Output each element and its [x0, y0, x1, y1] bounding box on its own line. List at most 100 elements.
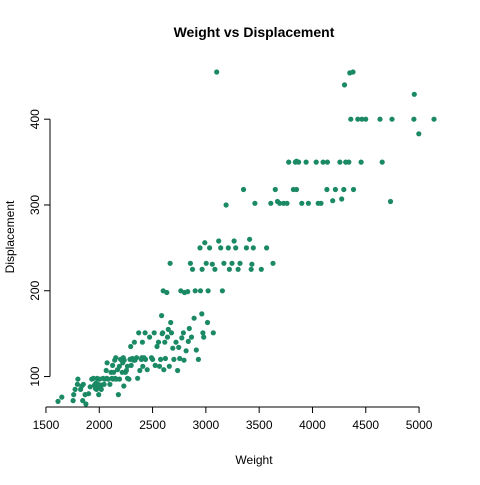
data-point	[324, 186, 330, 193]
data-point	[72, 386, 78, 392]
data-point	[155, 339, 162, 345]
data-point	[116, 376, 123, 382]
data-point	[346, 159, 352, 165]
data-point	[199, 311, 205, 317]
data-point	[150, 356, 156, 362]
data-point	[203, 260, 209, 266]
x-tick-label: 2500	[139, 418, 166, 432]
data-point	[210, 330, 216, 336]
data-point	[416, 131, 422, 137]
data-point	[225, 245, 231, 251]
x-tick-label: 5000	[406, 418, 433, 432]
data-point	[134, 355, 140, 361]
data-point	[181, 357, 187, 363]
data-point	[158, 356, 164, 362]
data-point	[161, 367, 167, 373]
data-point	[164, 289, 170, 296]
data-point	[235, 266, 241, 272]
data-point	[286, 159, 292, 165]
data-point	[170, 345, 176, 351]
data-point	[175, 367, 181, 374]
data-point	[110, 362, 116, 368]
data-point	[305, 200, 311, 206]
data-point	[188, 334, 195, 340]
data-point	[128, 362, 134, 368]
data-point	[379, 159, 385, 165]
data-point	[96, 392, 102, 398]
data-point	[209, 261, 215, 267]
data-point	[313, 159, 319, 165]
data-point	[200, 330, 206, 336]
data-point	[80, 381, 86, 387]
data-point	[199, 266, 205, 272]
y-tick-label: 200	[28, 280, 42, 300]
data-point	[195, 356, 201, 362]
data-point	[144, 367, 150, 373]
data-point	[264, 245, 270, 251]
data-point	[258, 266, 264, 272]
y-tick-label: 100	[28, 366, 42, 386]
data-point	[348, 116, 354, 122]
data-point	[337, 159, 343, 165]
data-point	[123, 367, 129, 374]
data-point	[159, 313, 165, 319]
data-point	[293, 186, 300, 193]
data-point	[202, 240, 208, 246]
data-point	[252, 200, 258, 206]
data-point	[243, 245, 249, 251]
data-point	[71, 392, 77, 398]
data-point	[80, 398, 86, 404]
data-point	[160, 330, 166, 336]
x-tick-label: 4000	[299, 418, 326, 432]
data-point	[59, 394, 65, 400]
data-point	[193, 347, 199, 353]
data-point	[135, 375, 141, 381]
data-point	[87, 384, 93, 390]
data-point	[214, 69, 220, 75]
data-point	[186, 325, 192, 332]
data-point	[218, 245, 224, 251]
data-point	[221, 260, 227, 266]
data-point	[86, 391, 92, 397]
data-points	[55, 69, 437, 407]
data-point	[229, 260, 235, 266]
data-point	[303, 159, 309, 165]
data-point	[268, 200, 274, 206]
data-point	[187, 260, 193, 266]
data-point	[164, 334, 171, 340]
x-tick-label: 4500	[352, 418, 379, 432]
data-point	[341, 82, 348, 88]
data-point	[320, 159, 326, 165]
data-point	[111, 369, 117, 375]
data-point	[330, 198, 336, 204]
data-point	[147, 334, 153, 340]
x-axis-label: Weight	[235, 453, 273, 467]
x-tick-label: 2000	[86, 418, 113, 432]
data-point	[180, 330, 186, 336]
data-point	[431, 116, 437, 122]
data-point	[387, 198, 394, 205]
data-point	[389, 116, 395, 122]
data-point	[341, 186, 347, 193]
data-point	[192, 288, 198, 294]
data-point	[212, 266, 218, 272]
data-point	[116, 363, 122, 369]
data-point	[142, 330, 148, 336]
data-point	[223, 202, 229, 208]
data-point	[168, 330, 175, 336]
data-point	[250, 245, 256, 251]
data-point	[339, 196, 345, 202]
data-point	[324, 159, 330, 165]
data-point	[90, 375, 96, 381]
data-point	[284, 200, 290, 206]
data-point	[162, 355, 168, 362]
x-tick-label: 3500	[246, 418, 273, 432]
data-point	[107, 381, 113, 387]
data-point	[162, 339, 168, 345]
data-point	[216, 238, 222, 244]
data-point	[363, 116, 369, 122]
data-point	[75, 376, 81, 382]
data-point	[332, 186, 338, 193]
data-point	[136, 330, 142, 336]
